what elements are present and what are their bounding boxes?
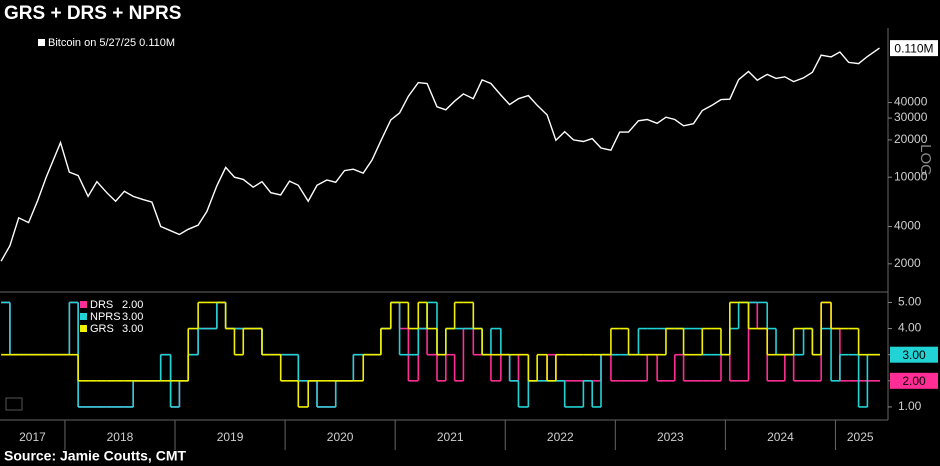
chart-icon [5, 397, 23, 411]
legend-label: GRS 3.00 [90, 323, 143, 335]
legend-swatch [38, 39, 45, 46]
legend-swatch [80, 325, 87, 332]
y-tick-label: 40000 [894, 95, 928, 109]
legend-swatch [80, 301, 87, 308]
legend-label: Bitcoin on 5/27/25 0.110M [48, 37, 175, 49]
last-value-tag-box [890, 40, 938, 57]
last-value-tag-box [890, 346, 938, 363]
x-tick-label: 2020 [327, 430, 354, 444]
price-line [0, 47, 880, 262]
legend-swatch [80, 313, 87, 320]
x-tick-label: 2019 [217, 430, 244, 444]
y-tick-label: 2000 [894, 256, 921, 270]
x-tick-label: 2022 [547, 430, 574, 444]
x-tick-label: 2021 [437, 430, 464, 444]
x-tick-label: 2018 [107, 430, 134, 444]
last-value-tag: 0.110M [894, 41, 933, 55]
legend-label: NPRS3.00 [90, 311, 143, 323]
x-tick-label: 2023 [657, 430, 684, 444]
y-tick-label: 20000 [894, 132, 928, 146]
legend-label: DRS 2.00 [90, 299, 143, 311]
x-tick-label: 2025 [847, 430, 874, 444]
x-tick-label: 2024 [767, 430, 794, 444]
last-value-tag: 2.00 [902, 374, 926, 388]
chart-title: GRS + DRS + NPRS [4, 3, 181, 24]
y-scale-label: LOG [917, 144, 934, 176]
y-tick-label: 30000 [894, 110, 928, 124]
x-tick-label: 2017 [19, 430, 46, 444]
last-value-tag-box [890, 372, 938, 389]
y-tick-label: 4000 [894, 219, 921, 233]
y-tick-label: 10000 [894, 169, 928, 183]
y-tick-label: 1.00 [898, 399, 922, 413]
source: Source: Jamie Coutts, CMT [4, 448, 186, 464]
y-tick-label: 4.00 [898, 321, 922, 335]
last-value-tag: 3.00 [902, 348, 926, 362]
y-tick-label: 5.00 [898, 295, 922, 309]
